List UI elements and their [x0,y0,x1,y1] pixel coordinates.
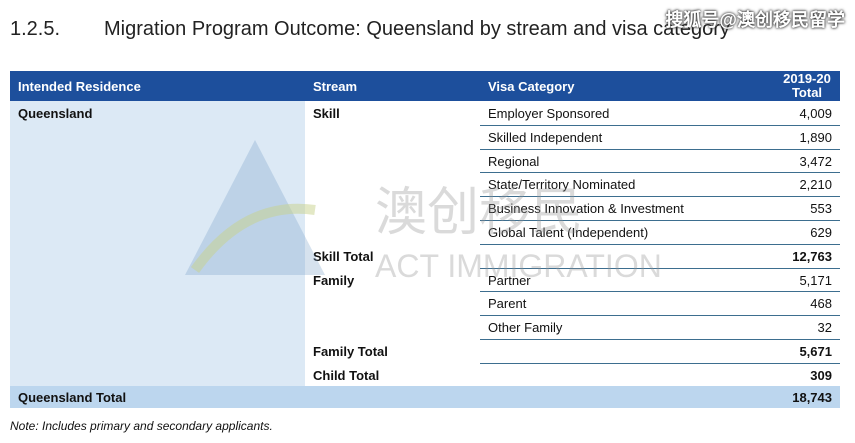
residence-label: Queensland [18,106,93,121]
total-cell: 5,171 [799,272,832,288]
row-divider [480,196,840,198]
row-divider [480,315,840,317]
row-divider [480,339,840,340]
visa-category-cell: Parent [488,296,527,312]
row-divider [480,124,840,126]
section-number: 1.2.5. [10,18,61,40]
header-residence: Intended Residence [18,79,141,94]
visa-category-cell: Skilled Independent [488,129,603,145]
stream-cell: Skill Total [313,248,374,264]
total-cell: 12,763 [792,248,832,264]
row-divider [480,220,840,221]
table-row: Skilled Independent 1,890 [10,125,840,149]
table-header: Intended Residence Stream Visa Category … [10,71,840,101]
header-visa: Visa Category [488,79,575,94]
total-cell: 4,009 [799,106,832,121]
stream-cell: Skill [313,106,340,121]
stream-cell: Child Total [313,367,380,383]
total-cell: 553 [810,201,832,217]
header-stream: Stream [313,79,358,94]
grand-total-value: 18,743 [792,390,832,405]
table-row: Global Talent (Independent) 629 [10,220,840,244]
table-row: Family Partner 5,171 [10,268,840,292]
residence-column-bg [10,101,305,386]
row-divider [480,362,840,364]
residence-cell: Queensland [10,101,840,125]
stream-cell: Family Total [313,344,388,359]
table-row: Parent 468 [10,291,840,315]
row-divider [480,172,840,174]
total-cell: 309 [810,367,832,383]
table-row: Business Innovation & Investment 553 [10,196,840,220]
table-row: Family Total 5,671 [10,339,840,363]
row-divider [480,267,840,269]
visa-category-cell: Other Family [488,320,563,336]
visa-category-cell: Employer Sponsored [488,106,610,121]
row-divider [480,148,840,150]
watermark-logo-cn: 澳创移民 [375,184,584,242]
table-row: Skill Total 12,763 [10,244,840,268]
row-divider [480,243,840,245]
source-watermark: 搜狐号@澳创移民留学 [665,10,845,30]
table-row: Regional 3,472 [10,149,840,173]
header-total: 2019-20 Total [783,71,831,100]
table-row: Skill Employer Sponsored 4,009 [10,101,840,125]
section-heading: Migration Program Outcome: Queensland by… [104,18,730,40]
total-cell: 32 [817,320,832,336]
table-row: Child Total 309 [10,363,840,387]
table-row: Other Family 32 [10,315,840,339]
table-row: State/Territory Nominated 2,210 [10,172,840,196]
grand-total-row: Queensland Total 18,743 [10,386,840,408]
visa-category-cell: State/Territory Nominated [488,177,636,193]
watermark-logo-icon [185,140,325,275]
grand-total-label: Queensland Total [18,390,127,405]
total-cell: 629 [810,225,832,240]
total-cell: 5,671 [799,344,832,359]
stream-cell: Family [313,272,355,288]
table-note: Note: Includes primary and secondary app… [10,419,273,433]
watermark-logo-en: ACT IMMIGRATION [375,248,662,284]
total-cell: 468 [810,296,832,312]
total-cell: 2,210 [799,177,832,193]
visa-category-cell: Partner [488,272,531,288]
total-cell: 3,472 [799,153,832,169]
visa-category-cell: Global Talent (Independent) [488,225,649,240]
total-cell: 1,890 [799,129,832,145]
visa-category-cell: Regional [488,153,540,169]
visa-category-cell: Business Innovation & Investment [488,201,684,217]
migration-table: Intended Residence Stream Visa Category … [10,71,840,408]
row-divider [480,291,840,293]
